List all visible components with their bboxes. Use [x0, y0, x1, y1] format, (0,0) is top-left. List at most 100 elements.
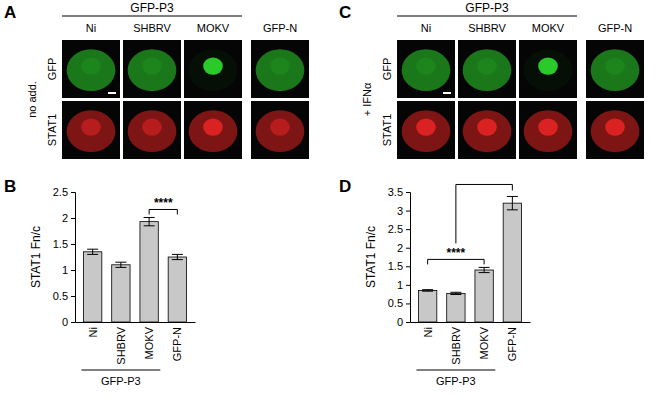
tick-mark	[406, 211, 410, 212]
plot-area	[418, 196, 521, 322]
error-cap	[144, 217, 155, 218]
category-label: SHBRV	[115, 326, 127, 364]
error-cap	[507, 196, 518, 197]
tick-label: 3.5	[388, 186, 403, 198]
error-bar	[115, 262, 126, 267]
error-stem	[512, 196, 513, 209]
error-bar	[172, 254, 183, 259]
error-stem	[120, 262, 121, 267]
tick: GFP-N	[506, 327, 518, 361]
micrograph	[397, 101, 455, 159]
error-cap	[507, 209, 518, 210]
group-line	[397, 15, 577, 16]
micrograph	[586, 40, 644, 98]
error-stem	[484, 267, 485, 272]
cell	[524, 49, 573, 91]
tick-mark	[406, 229, 410, 230]
tick-mark	[71, 270, 75, 271]
tick-mark	[71, 296, 75, 297]
micrograph	[586, 101, 644, 159]
error-cap	[115, 262, 126, 263]
error-cap	[172, 259, 183, 260]
error-cap	[144, 225, 155, 226]
row-label: GFP	[381, 58, 393, 81]
row-label: STAT1	[381, 114, 393, 147]
image-panel: AGFP-P3NiSHBRVMOKVGFP-NGFPSTAT1no add.	[4, 1, 309, 159]
tick-label: 2	[397, 242, 403, 254]
panel-label: D	[339, 177, 351, 196]
tick: 0	[62, 316, 75, 328]
bar	[140, 222, 158, 322]
tick: Ni	[421, 327, 433, 337]
error-cap	[422, 291, 433, 292]
micrograph	[123, 40, 181, 98]
tick: MOKV	[478, 326, 490, 359]
tick: 1	[62, 264, 75, 276]
micrograph	[519, 101, 577, 159]
nucleus	[81, 118, 101, 135]
scale-bar	[443, 92, 451, 94]
cell	[463, 110, 512, 152]
tick: 2.5	[53, 186, 75, 198]
bar	[83, 252, 101, 322]
tick-mark	[406, 322, 410, 323]
column-label: Ni	[421, 22, 431, 34]
tick-mark	[406, 248, 410, 249]
row-label: STAT1	[46, 114, 58, 147]
tick-label: 0.5	[53, 290, 68, 302]
nucleus	[270, 57, 290, 74]
nucleus	[416, 57, 436, 74]
error-cap	[172, 254, 183, 255]
column-label: GFP-N	[598, 22, 632, 34]
plot-area	[83, 217, 186, 322]
tick-mark	[71, 322, 75, 323]
category-label: MOKV	[143, 326, 155, 359]
tick-mark	[406, 303, 410, 304]
cell	[67, 49, 116, 91]
error-bar	[507, 196, 518, 209]
nucleus	[477, 57, 497, 74]
nucleus	[538, 118, 558, 135]
cell	[524, 110, 573, 152]
tick: 0.5	[53, 290, 75, 302]
tick: 1	[397, 279, 410, 291]
condition-label: no add.	[26, 81, 38, 118]
category-label: Ni	[421, 327, 433, 337]
bar	[447, 293, 465, 322]
tick: SHBRV	[115, 326, 127, 364]
nucleus	[605, 57, 625, 74]
significance-bracket	[456, 184, 512, 243]
micrograph	[62, 40, 120, 98]
column-label: GFP-N	[263, 22, 297, 34]
tick-mark	[71, 192, 75, 193]
tick-mark	[406, 192, 410, 193]
axis-line	[406, 193, 411, 323]
column-label: SHBRV	[468, 22, 506, 34]
tick-mark	[71, 244, 75, 245]
column-label: MOKV	[532, 22, 565, 34]
tick-label: 2.5	[53, 186, 68, 198]
chart: B00.511.522.5NiSHBRVMOKVGFP-NGFP-P3STAT1…	[4, 177, 196, 387]
cell	[256, 49, 305, 91]
bar	[503, 203, 521, 322]
error-cap	[450, 294, 461, 295]
nucleus	[203, 118, 223, 135]
bar	[475, 270, 493, 322]
cell	[402, 49, 451, 91]
column-label: MOKV	[197, 22, 230, 34]
tick: 2	[397, 242, 410, 254]
micrograph	[123, 101, 181, 159]
tick-mark	[406, 266, 410, 267]
tick-label: 1.5	[53, 238, 68, 250]
tick-label: 3	[397, 205, 403, 217]
tick-label: 1	[397, 279, 403, 291]
cell	[402, 110, 451, 152]
nucleus	[203, 57, 223, 74]
cell	[256, 110, 305, 152]
error-cap	[479, 267, 490, 268]
group-label: GFP-P3	[101, 375, 141, 387]
x-axis: NiSHBRVMOKVGFP-N	[76, 323, 196, 365]
column-label: Ni	[86, 22, 96, 34]
error-cap	[115, 267, 126, 268]
cell	[189, 110, 238, 152]
